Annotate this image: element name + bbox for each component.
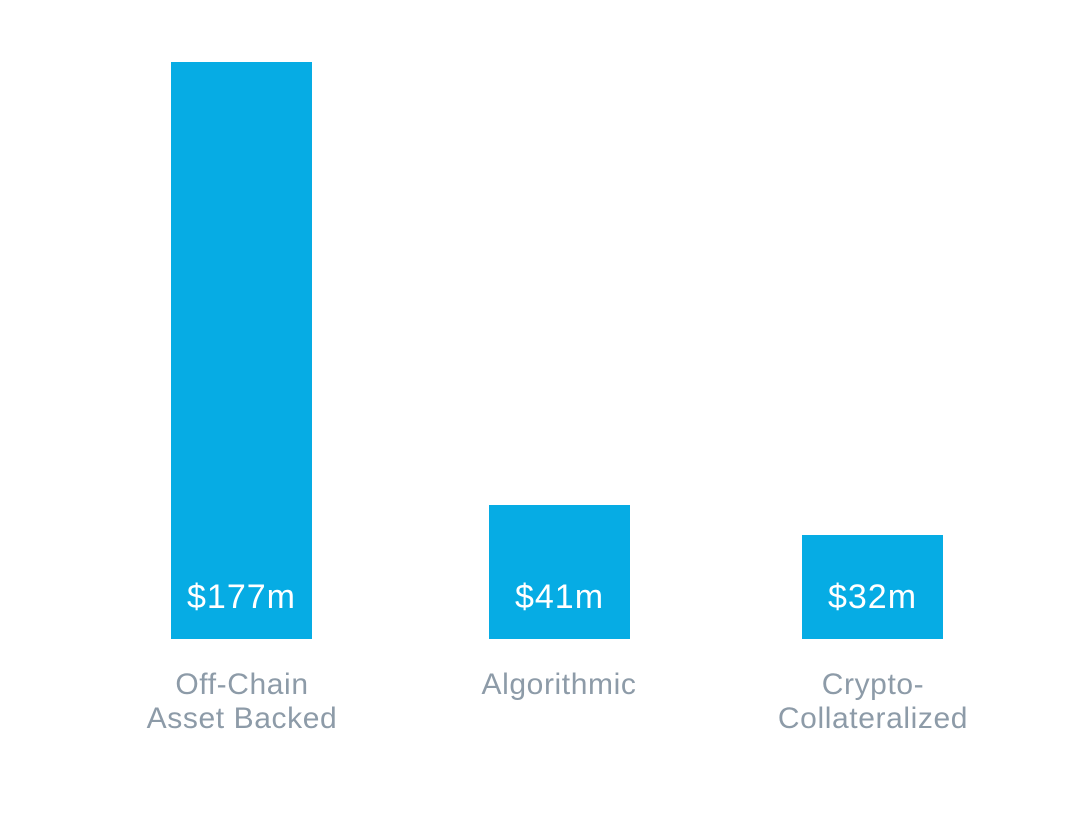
category-label-algorithmic: Algorithmic: [481, 668, 637, 701]
bar-algorithmic: $41m: [489, 505, 630, 639]
category-label-crypto-collateralized: Crypto- Collateralized: [777, 668, 969, 735]
bar-value-label: $32m: [827, 578, 918, 616]
bar-value-label: $41m: [514, 578, 605, 616]
category-label-off-chain-asset-backed: Off-Chain Asset Backed: [146, 668, 338, 735]
bar-value-label: $177m: [187, 578, 296, 616]
bar-crypto-collateralized: $32m: [802, 535, 943, 639]
bar-off-chain-asset-backed: $177m: [171, 62, 312, 639]
